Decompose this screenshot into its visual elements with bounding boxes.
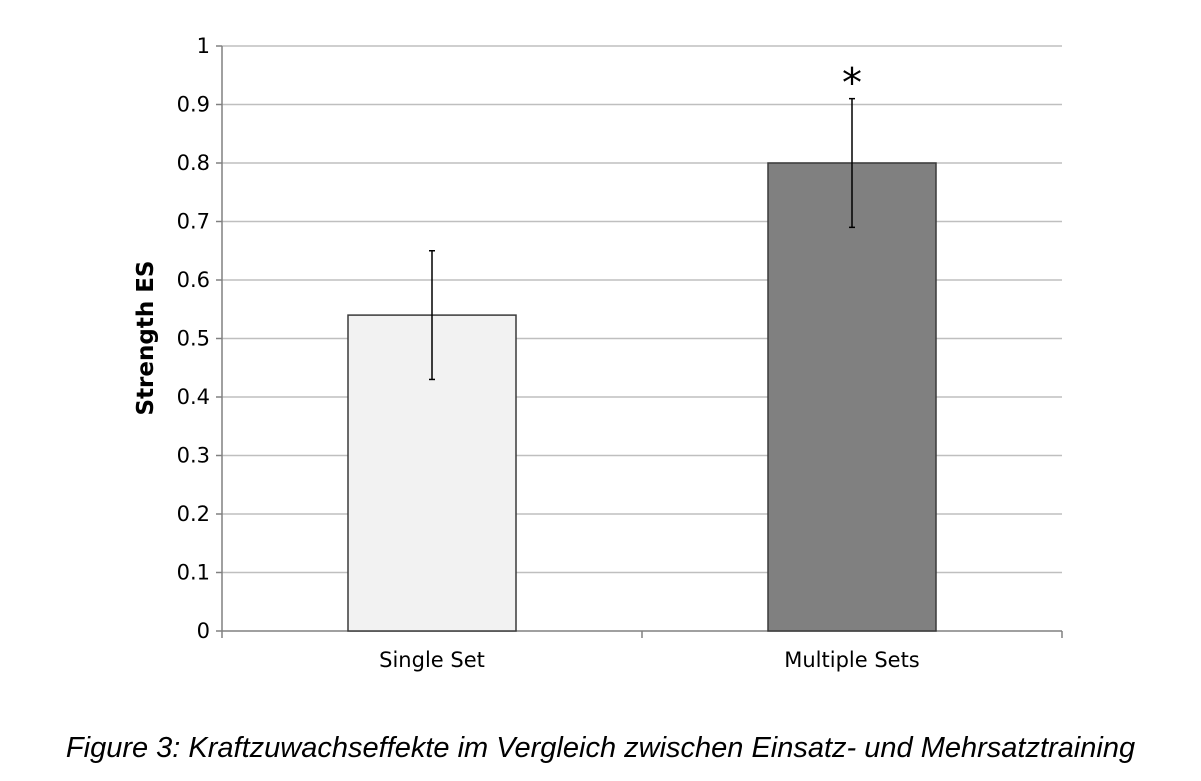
figure-caption: Figure 3: Kraftzuwachseffekte im Verglei… [65, 732, 1136, 764]
y-tick-label: 0 [197, 619, 210, 643]
y-tick-label: 0.5 [177, 327, 210, 351]
x-category-label: Single Set [379, 648, 485, 672]
y-tick-label: 0.6 [177, 268, 210, 292]
x-category-label: Multiple Sets [784, 648, 920, 672]
bar-chart: 0 0.1 0.2 0.3 0.4 0.5 0.6 0.7 0.8 0.9 1 Single Set M… [133, 34, 1063, 672]
y-tick-label: 0.9 [177, 93, 210, 117]
significance-marker: * [842, 61, 862, 107]
error-bars [429, 97, 855, 381]
y-tick-label: 0.3 [177, 444, 210, 468]
y-tick-label: 0.2 [177, 502, 210, 526]
y-axis-label: Strength ES [133, 261, 159, 416]
y-tick-label: 0.4 [177, 385, 210, 409]
axis-labels: 0 0.1 0.2 0.3 0.4 0.5 0.6 0.7 0.8 0.9 1 Single Set M… [177, 34, 920, 672]
y-tick-label: 0.8 [177, 151, 210, 175]
y-tick-label: 0.7 [177, 210, 210, 234]
y-tick-label: 0.1 [177, 561, 210, 585]
bar-multiple-sets [767, 162, 937, 632]
y-tick-label: 1 [197, 34, 210, 58]
